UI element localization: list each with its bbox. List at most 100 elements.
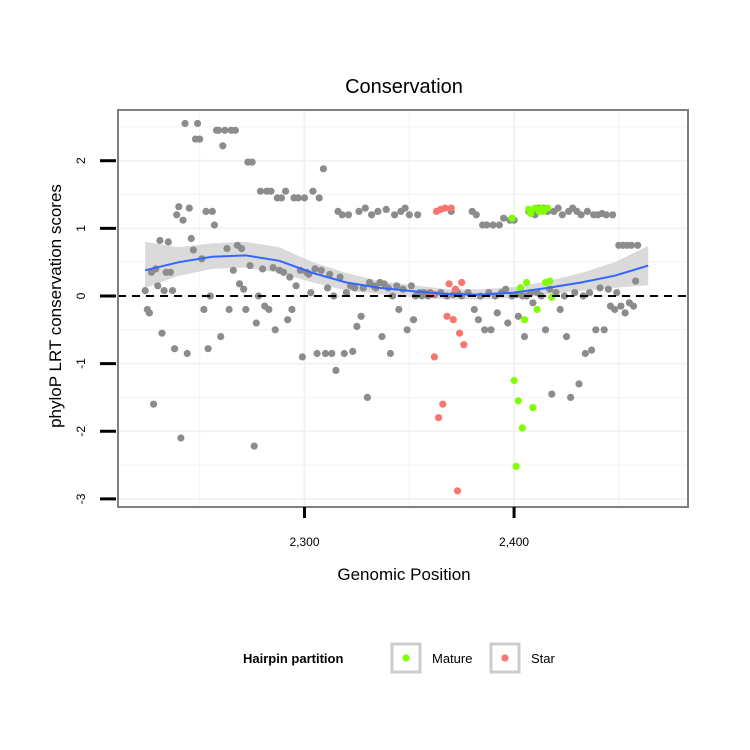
- other-point: [349, 347, 357, 355]
- mature-point: [544, 204, 552, 212]
- other-point: [235, 280, 244, 288]
- other-point: [583, 207, 592, 215]
- other-point: [567, 393, 575, 401]
- y-tick-label: 1: [74, 225, 88, 232]
- legend-key-point: [501, 654, 509, 662]
- other-point: [259, 265, 267, 273]
- other-point: [238, 245, 246, 253]
- other-point: [481, 326, 489, 334]
- other-point: [202, 207, 210, 215]
- mature-point: [546, 277, 554, 285]
- other-point: [632, 277, 640, 285]
- other-point: [150, 400, 158, 408]
- other-point: [560, 292, 569, 300]
- other-point: [405, 211, 413, 219]
- other-point: [342, 289, 350, 297]
- mature-point: [510, 376, 518, 385]
- other-point: [483, 221, 491, 229]
- star-point: [439, 400, 447, 408]
- other-point: [171, 345, 179, 353]
- other-point: [585, 289, 594, 297]
- star-point: [445, 280, 453, 288]
- x-axis-ticks: 2,300 2,400: [289, 507, 529, 549]
- other-point: [154, 282, 162, 290]
- other-point: [298, 353, 306, 361]
- other-point: [300, 194, 309, 202]
- other-point: [311, 265, 319, 273]
- other-point: [592, 326, 600, 334]
- legend-items: Mature Star: [390, 642, 556, 674]
- other-point: [229, 266, 237, 274]
- star-point: [430, 353, 438, 361]
- other-point: [596, 284, 604, 292]
- y-tick-label: 2: [74, 157, 88, 164]
- other-point: [529, 299, 537, 307]
- other-point: [288, 305, 296, 314]
- other-point: [217, 333, 225, 341]
- other-point: [141, 287, 149, 295]
- other-point: [613, 289, 621, 297]
- other-point: [577, 211, 585, 219]
- other-point: [403, 326, 411, 334]
- other-point: [168, 287, 177, 295]
- other-point: [160, 287, 168, 295]
- other-point: [252, 319, 260, 327]
- other-point: [292, 282, 300, 290]
- plot-background: [118, 110, 688, 507]
- mature-point: [512, 462, 520, 470]
- other-point: [600, 326, 608, 334]
- other-point: [326, 270, 334, 278]
- other-point: [156, 236, 164, 245]
- other-point: [185, 204, 193, 212]
- other-point: [520, 333, 529, 341]
- star-point: [456, 329, 464, 337]
- other-point: [294, 194, 302, 202]
- other-point: [181, 119, 189, 128]
- other-point: [409, 316, 418, 324]
- other-point: [554, 204, 562, 212]
- other-point: [336, 273, 344, 281]
- other-point: [286, 273, 294, 281]
- other-point: [470, 305, 478, 314]
- other-point: [604, 285, 613, 293]
- other-point: [231, 126, 239, 134]
- other-point: [328, 349, 336, 358]
- legend: Hairpin partition Mature Star: [243, 642, 556, 674]
- other-point: [179, 216, 187, 224]
- other-point: [177, 434, 185, 442]
- other-point: [355, 207, 363, 215]
- other-point: [414, 211, 422, 219]
- other-point: [256, 187, 265, 195]
- other-point: [315, 194, 323, 202]
- other-point: [280, 268, 288, 276]
- other-point: [321, 349, 330, 358]
- other-point: [189, 246, 197, 254]
- other-point: [210, 221, 218, 229]
- star-point: [460, 341, 468, 349]
- other-point: [307, 289, 315, 297]
- other-point: [344, 211, 353, 219]
- legend-title: Hairpin partition: [243, 651, 343, 666]
- other-point: [208, 207, 216, 215]
- other-point: [634, 241, 642, 249]
- other-point: [609, 211, 617, 219]
- legend-key-point: [402, 654, 410, 662]
- other-point: [284, 316, 292, 324]
- legend-item-star: Star: [489, 642, 556, 674]
- other-point: [225, 305, 233, 314]
- other-point: [221, 126, 229, 134]
- other-point: [504, 319, 512, 327]
- other-point: [558, 211, 566, 219]
- other-point: [562, 333, 571, 341]
- other-point: [368, 211, 376, 219]
- other-point: [277, 194, 286, 202]
- mature-point: [518, 424, 527, 432]
- other-point: [378, 333, 386, 341]
- other-point: [265, 305, 273, 314]
- other-point: [353, 322, 361, 330]
- other-point: [164, 238, 172, 246]
- x-axis-title: Genomic Position: [337, 565, 470, 584]
- other-point: [183, 349, 191, 358]
